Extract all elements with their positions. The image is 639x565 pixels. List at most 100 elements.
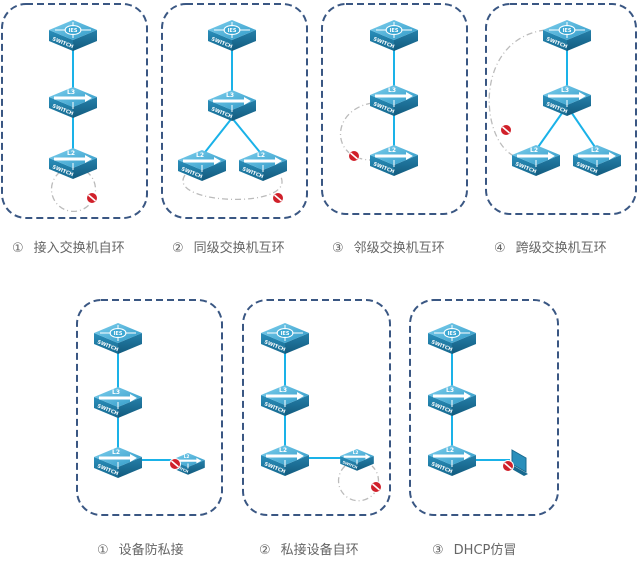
ies-label: IES	[281, 331, 290, 337]
layer-label: L2	[446, 447, 454, 454]
switch-left-face	[543, 30, 567, 51]
switch-left-face	[428, 395, 452, 416]
caption-label: 接入交换机自环	[33, 241, 125, 256]
switch-right-face	[452, 395, 476, 416]
block-slash	[503, 462, 513, 470]
layer-label: L2	[591, 147, 599, 154]
block-icon	[169, 458, 181, 470]
forward-arrow	[375, 92, 413, 100]
switch-left-face	[370, 155, 394, 176]
link-line	[201, 117, 233, 157]
switch-right-face	[285, 455, 309, 476]
forward-arrow	[517, 152, 555, 160]
forward-arrow	[343, 453, 371, 460]
layer-label: L2	[530, 147, 538, 154]
block-icon	[86, 192, 98, 204]
switch-left-face	[428, 455, 452, 476]
switch-right-face	[394, 30, 418, 51]
switch-left-face	[261, 455, 285, 476]
switch-right-face	[536, 155, 560, 176]
forward-arrow	[244, 157, 282, 165]
block-slash	[371, 483, 381, 491]
switch-left-face	[340, 456, 357, 471]
switch-left-face	[49, 158, 73, 179]
block-slash	[87, 194, 97, 202]
layer-label: L2	[353, 450, 359, 455]
forward-arrow	[213, 97, 251, 105]
ies-label: IES	[69, 28, 78, 34]
caption-private-access: ① 设备防私接	[97, 539, 184, 558]
switch-right-face	[232, 30, 256, 51]
forward-arrow	[99, 394, 137, 402]
switch-left-face	[208, 30, 232, 51]
switch-right-face	[597, 155, 621, 176]
panel-border	[321, 3, 468, 215]
caption-number: ③	[332, 241, 344, 256]
switch-left-face	[94, 333, 118, 354]
switch-left-face	[428, 333, 452, 354]
caption-dhcp-spoofing: ③ DHCP仿冒	[432, 539, 516, 558]
switch-left-face	[49, 97, 73, 118]
panel-border	[485, 3, 637, 215]
switch-right-face	[118, 457, 142, 478]
block-slash	[501, 126, 511, 134]
panel-border	[1, 3, 148, 219]
caption-cross-level-loop: ④ 跨级交换机互环	[494, 237, 607, 256]
caption-private-device-loop: ② 私接设备自环	[259, 539, 359, 558]
layer-label: L3	[67, 89, 75, 96]
switch-left-face	[370, 95, 394, 116]
switch-right-face	[73, 158, 97, 179]
switch-left-face	[573, 155, 597, 176]
switch-right-face	[452, 333, 476, 354]
forward-arrow	[266, 392, 304, 400]
layer-label: L2	[257, 152, 265, 159]
caption-label: 私接设备自环	[280, 543, 359, 558]
ies-label: IES	[114, 331, 123, 337]
caption-label: 邻级交换机互环	[353, 241, 445, 256]
switch-right-face	[73, 97, 97, 118]
layer-label: L3	[561, 87, 569, 94]
layer-label: L2	[67, 150, 75, 157]
switch-right-face	[202, 160, 226, 181]
panel-border	[161, 3, 308, 219]
caption-label: 设备防私接	[118, 543, 184, 558]
panel-border	[242, 299, 391, 516]
ies-label: IES	[390, 28, 399, 34]
loop-path	[339, 102, 373, 161]
layer-label: L2	[388, 147, 396, 154]
switch-left-face	[370, 30, 394, 51]
block-icon	[370, 481, 382, 493]
forward-arrow	[174, 457, 202, 464]
caption-number: ②	[172, 241, 184, 256]
switch-left-face	[261, 395, 285, 416]
switch-right-face	[285, 395, 309, 416]
forward-arrow	[183, 157, 221, 165]
layer-label: L3	[112, 389, 120, 396]
monitor-screen	[511, 449, 527, 473]
caption-number: ①	[97, 543, 109, 558]
switch-left-face	[543, 95, 567, 116]
caption-number: ④	[494, 241, 506, 256]
switch-right-face	[567, 95, 591, 116]
forward-arrow	[266, 452, 304, 460]
switch-right-face	[394, 95, 418, 116]
caption-same-level-loop: ② 同级交换机互环	[172, 237, 285, 256]
caption-number: ③	[432, 543, 444, 558]
link-line	[231, 117, 264, 157]
caption-number: ②	[259, 543, 271, 558]
ies-ring-fill	[560, 26, 574, 34]
switch-right-face	[118, 397, 142, 418]
block-icon	[348, 150, 360, 162]
